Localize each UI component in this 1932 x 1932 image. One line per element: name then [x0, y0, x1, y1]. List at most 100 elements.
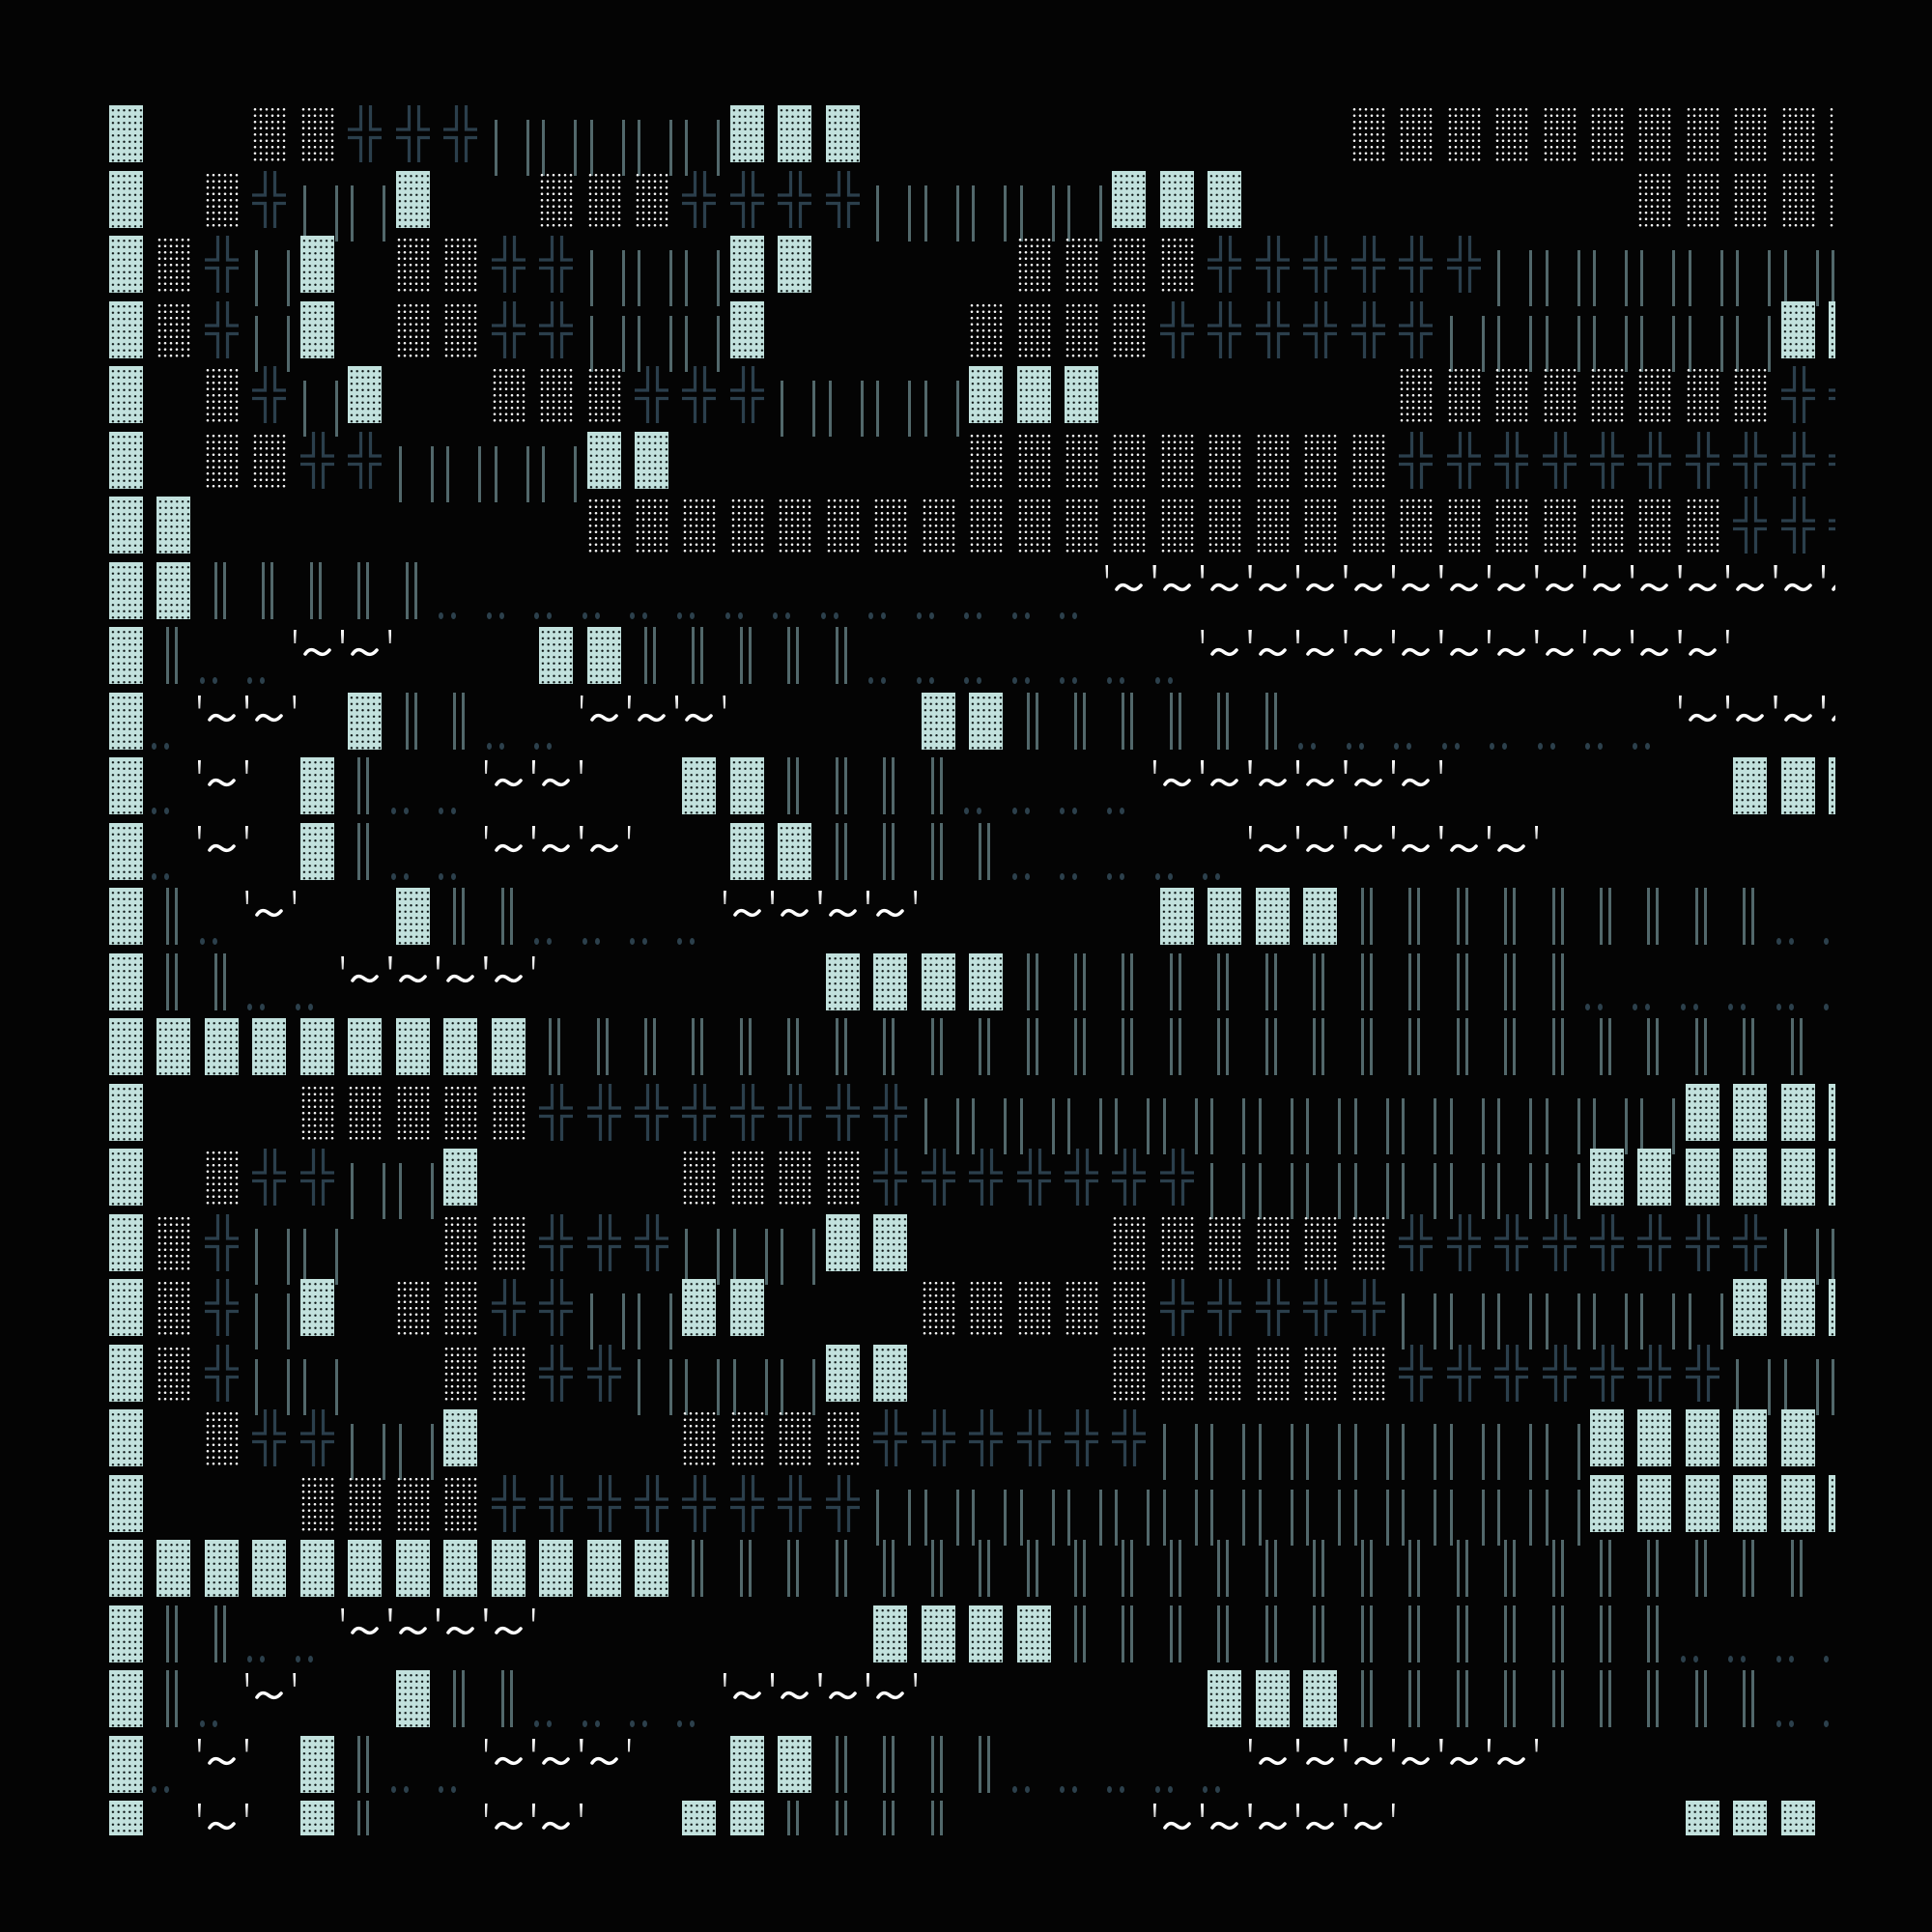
glyph-dense-block — [729, 757, 778, 823]
glyph-double-cross — [1446, 1344, 1494, 1410]
glyph-pipe-pair — [1065, 171, 1112, 242]
glyph-double-bar — [252, 561, 299, 628]
glyph-double-cross — [1733, 431, 1780, 497]
glyph-two-dots — [1107, 1736, 1159, 1802]
glyph-double-cross — [682, 170, 729, 237]
glyph-dotted-shade — [1208, 497, 1255, 562]
glyph-dotted-shade — [1589, 105, 1637, 171]
glyph-quote-tilde — [1439, 627, 1494, 693]
glyph-dense-block — [778, 1735, 825, 1802]
glyph-dotted-shade — [1350, 431, 1399, 497]
glyph-dense-block — [109, 1670, 156, 1736]
glyph-double-bar — [1781, 1018, 1829, 1084]
glyph-two-dots — [1107, 627, 1159, 693]
glyph-double-bar — [922, 1801, 969, 1835]
glyph-dense-block — [443, 1149, 491, 1214]
glyph-double-bar — [539, 1018, 586, 1084]
glyph-pipe-pair — [682, 1214, 729, 1285]
glyph-dense-block — [109, 1605, 156, 1671]
glyph-dense-block — [1829, 1474, 1835, 1541]
glyph-pipe-pair — [1829, 1345, 1835, 1415]
glyph-dense-block — [109, 1018, 156, 1084]
glyph-dense-block — [873, 1605, 921, 1671]
glyph-pipe-pair — [873, 366, 921, 437]
glyph-double-bar — [1208, 952, 1255, 1019]
glyph-dotted-shade — [778, 1409, 825, 1475]
glyph-quote-tilde — [484, 823, 539, 889]
glyph-double-cross — [204, 1344, 252, 1410]
glyph-dense-block — [729, 1735, 778, 1802]
art-row — [97, 236, 1835, 306]
glyph-dense-block — [1112, 170, 1159, 237]
glyph-double-bar — [1017, 952, 1065, 1019]
glyph-double-cross — [1446, 236, 1494, 301]
glyph-double-bar — [1017, 1540, 1065, 1605]
glyph-dotted-shade — [1637, 497, 1685, 562]
glyph-pipe-pair — [969, 1084, 1016, 1154]
glyph-quote-tilde — [1439, 562, 1494, 628]
glyph-dotted-shade — [825, 497, 873, 562]
glyph-quote-tilde — [341, 627, 395, 693]
glyph-dense-block — [156, 561, 204, 628]
glyph-double-cross — [1350, 1279, 1399, 1345]
glyph-double-cross — [204, 1279, 252, 1345]
glyph-double-bar — [1160, 1605, 1208, 1671]
glyph-double-cross — [252, 170, 299, 237]
glyph-dense-block — [1159, 888, 1208, 953]
glyph-pipe-pair — [922, 171, 969, 242]
glyph-dense-block — [1733, 1083, 1780, 1150]
art-row — [97, 1149, 1835, 1219]
glyph-two-dots — [486, 562, 539, 628]
glyph-double-cross — [1159, 300, 1208, 367]
glyph-dense-block — [348, 1540, 395, 1605]
glyph-pipe-pair — [1303, 1475, 1350, 1546]
glyph-double-bar — [1303, 1018, 1350, 1084]
glyph-double-bar — [922, 1540, 969, 1605]
glyph-quote-tilde — [1726, 693, 1780, 758]
glyph-two-dots — [1633, 693, 1685, 758]
glyph-pipe-pair — [1256, 1475, 1303, 1546]
glyph-dense-block — [586, 627, 635, 693]
glyph-pipe-pair — [1590, 301, 1637, 372]
glyph-double-bar — [1256, 1605, 1303, 1671]
glyph-double-cross — [1399, 1344, 1446, 1410]
glyph-pipe-pair — [1208, 1084, 1255, 1154]
glyph-pipe-pair — [1447, 1084, 1494, 1154]
glyph-double-cross — [1685, 1344, 1733, 1410]
glyph-dotted-shade — [1350, 1213, 1399, 1280]
glyph-double-bar — [492, 1670, 539, 1736]
glyph-dotted-shade — [156, 1213, 204, 1280]
glyph-double-cross — [1255, 236, 1303, 301]
glyph-double-bar — [969, 822, 1016, 889]
glyph-double-bar — [1112, 1018, 1159, 1084]
glyph-double-cross — [1016, 1149, 1065, 1214]
glyph-dotted-shade — [729, 497, 778, 562]
glyph-double-bar — [826, 1540, 873, 1605]
glyph-two-dots — [868, 562, 921, 628]
glyph-dense-block — [1733, 1279, 1780, 1345]
glyph-two-dots — [629, 888, 682, 953]
art-row — [97, 822, 1835, 889]
glyph-double-bar — [1494, 1018, 1542, 1084]
glyph-double-bar — [205, 561, 252, 628]
glyph-two-dots — [534, 562, 586, 628]
glyph-pipe-pair — [1494, 1084, 1542, 1154]
glyph-dense-block — [873, 1344, 921, 1410]
glyph-dense-block — [682, 757, 729, 823]
glyph-pipe-pair — [1256, 1409, 1303, 1480]
glyph-dense-block — [1637, 1409, 1685, 1475]
glyph-double-cross — [1065, 1409, 1112, 1475]
glyph-pipe-pair — [1017, 1475, 1065, 1546]
glyph-dotted-shade — [1733, 105, 1780, 171]
glyph-double-cross — [1112, 1409, 1159, 1475]
glyph-quote-tilde — [1248, 562, 1303, 628]
glyph-quote-tilde — [1392, 562, 1446, 628]
glyph-double-bar — [1399, 952, 1446, 1019]
glyph-two-dots — [1824, 1605, 1835, 1671]
glyph-dense-block — [109, 236, 156, 301]
glyph-double-bar — [1303, 1540, 1350, 1605]
glyph-dense-block — [491, 1018, 539, 1084]
glyph-double-bar — [635, 1018, 682, 1084]
glyph-dense-block — [729, 1801, 778, 1835]
glyph-pipe-pair — [1494, 236, 1542, 306]
